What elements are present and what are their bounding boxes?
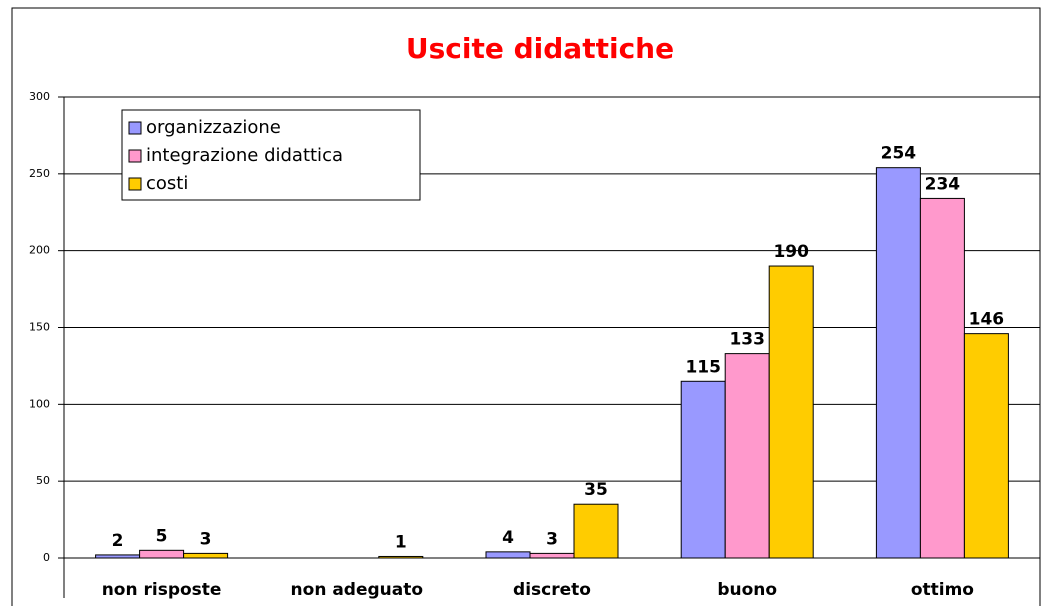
bar <box>724 353 770 559</box>
data-label: 133 <box>729 330 765 350</box>
bar <box>875 167 921 559</box>
y-tick-label: 100 <box>29 397 50 410</box>
y-tick-label: 150 <box>29 321 50 334</box>
data-label: 5 <box>156 526 168 546</box>
legend-swatch <box>128 149 142 163</box>
chart-title: Uscite didattiche <box>406 32 674 65</box>
data-label: 190 <box>773 242 809 262</box>
data-label: 4 <box>502 528 514 548</box>
bar <box>768 265 814 559</box>
bar <box>919 197 965 559</box>
bar <box>573 503 619 559</box>
chart-frame <box>11 7 1041 606</box>
bar <box>485 551 531 559</box>
data-label: 3 <box>546 529 558 549</box>
bar <box>95 554 141 559</box>
y-tick-label: 0 <box>43 551 50 564</box>
data-label: 35 <box>584 480 608 500</box>
bar <box>529 552 575 559</box>
legend-box <box>121 109 421 201</box>
bar <box>680 380 726 559</box>
data-label: 254 <box>881 144 917 164</box>
bar <box>378 555 424 559</box>
x-tick-label: non adeguato <box>291 580 424 600</box>
legend-label: organizzazione <box>146 117 281 138</box>
data-label: 146 <box>969 310 1005 330</box>
legend-label: integrazione didattica <box>146 145 343 166</box>
y-tick-label: 200 <box>29 244 50 257</box>
legend-label: costi <box>146 173 188 194</box>
data-label: 115 <box>685 357 721 377</box>
x-tick-label: ottimo <box>911 580 974 600</box>
bar <box>963 333 1009 559</box>
bar <box>139 549 185 559</box>
x-tick-label: non risposte <box>102 580 222 600</box>
data-label: 234 <box>925 174 961 194</box>
y-tick-label: 50 <box>36 474 50 487</box>
data-label: 1 <box>395 532 407 552</box>
bar <box>183 552 229 559</box>
y-tick-label: 300 <box>29 90 50 103</box>
x-tick-label: buono <box>717 580 777 600</box>
legend-swatch <box>128 121 142 135</box>
data-label: 3 <box>200 529 212 549</box>
y-tick-label: 250 <box>29 167 50 180</box>
data-label: 2 <box>112 531 124 551</box>
x-tick-label: discreto <box>513 580 591 600</box>
legend-swatch <box>128 177 142 191</box>
